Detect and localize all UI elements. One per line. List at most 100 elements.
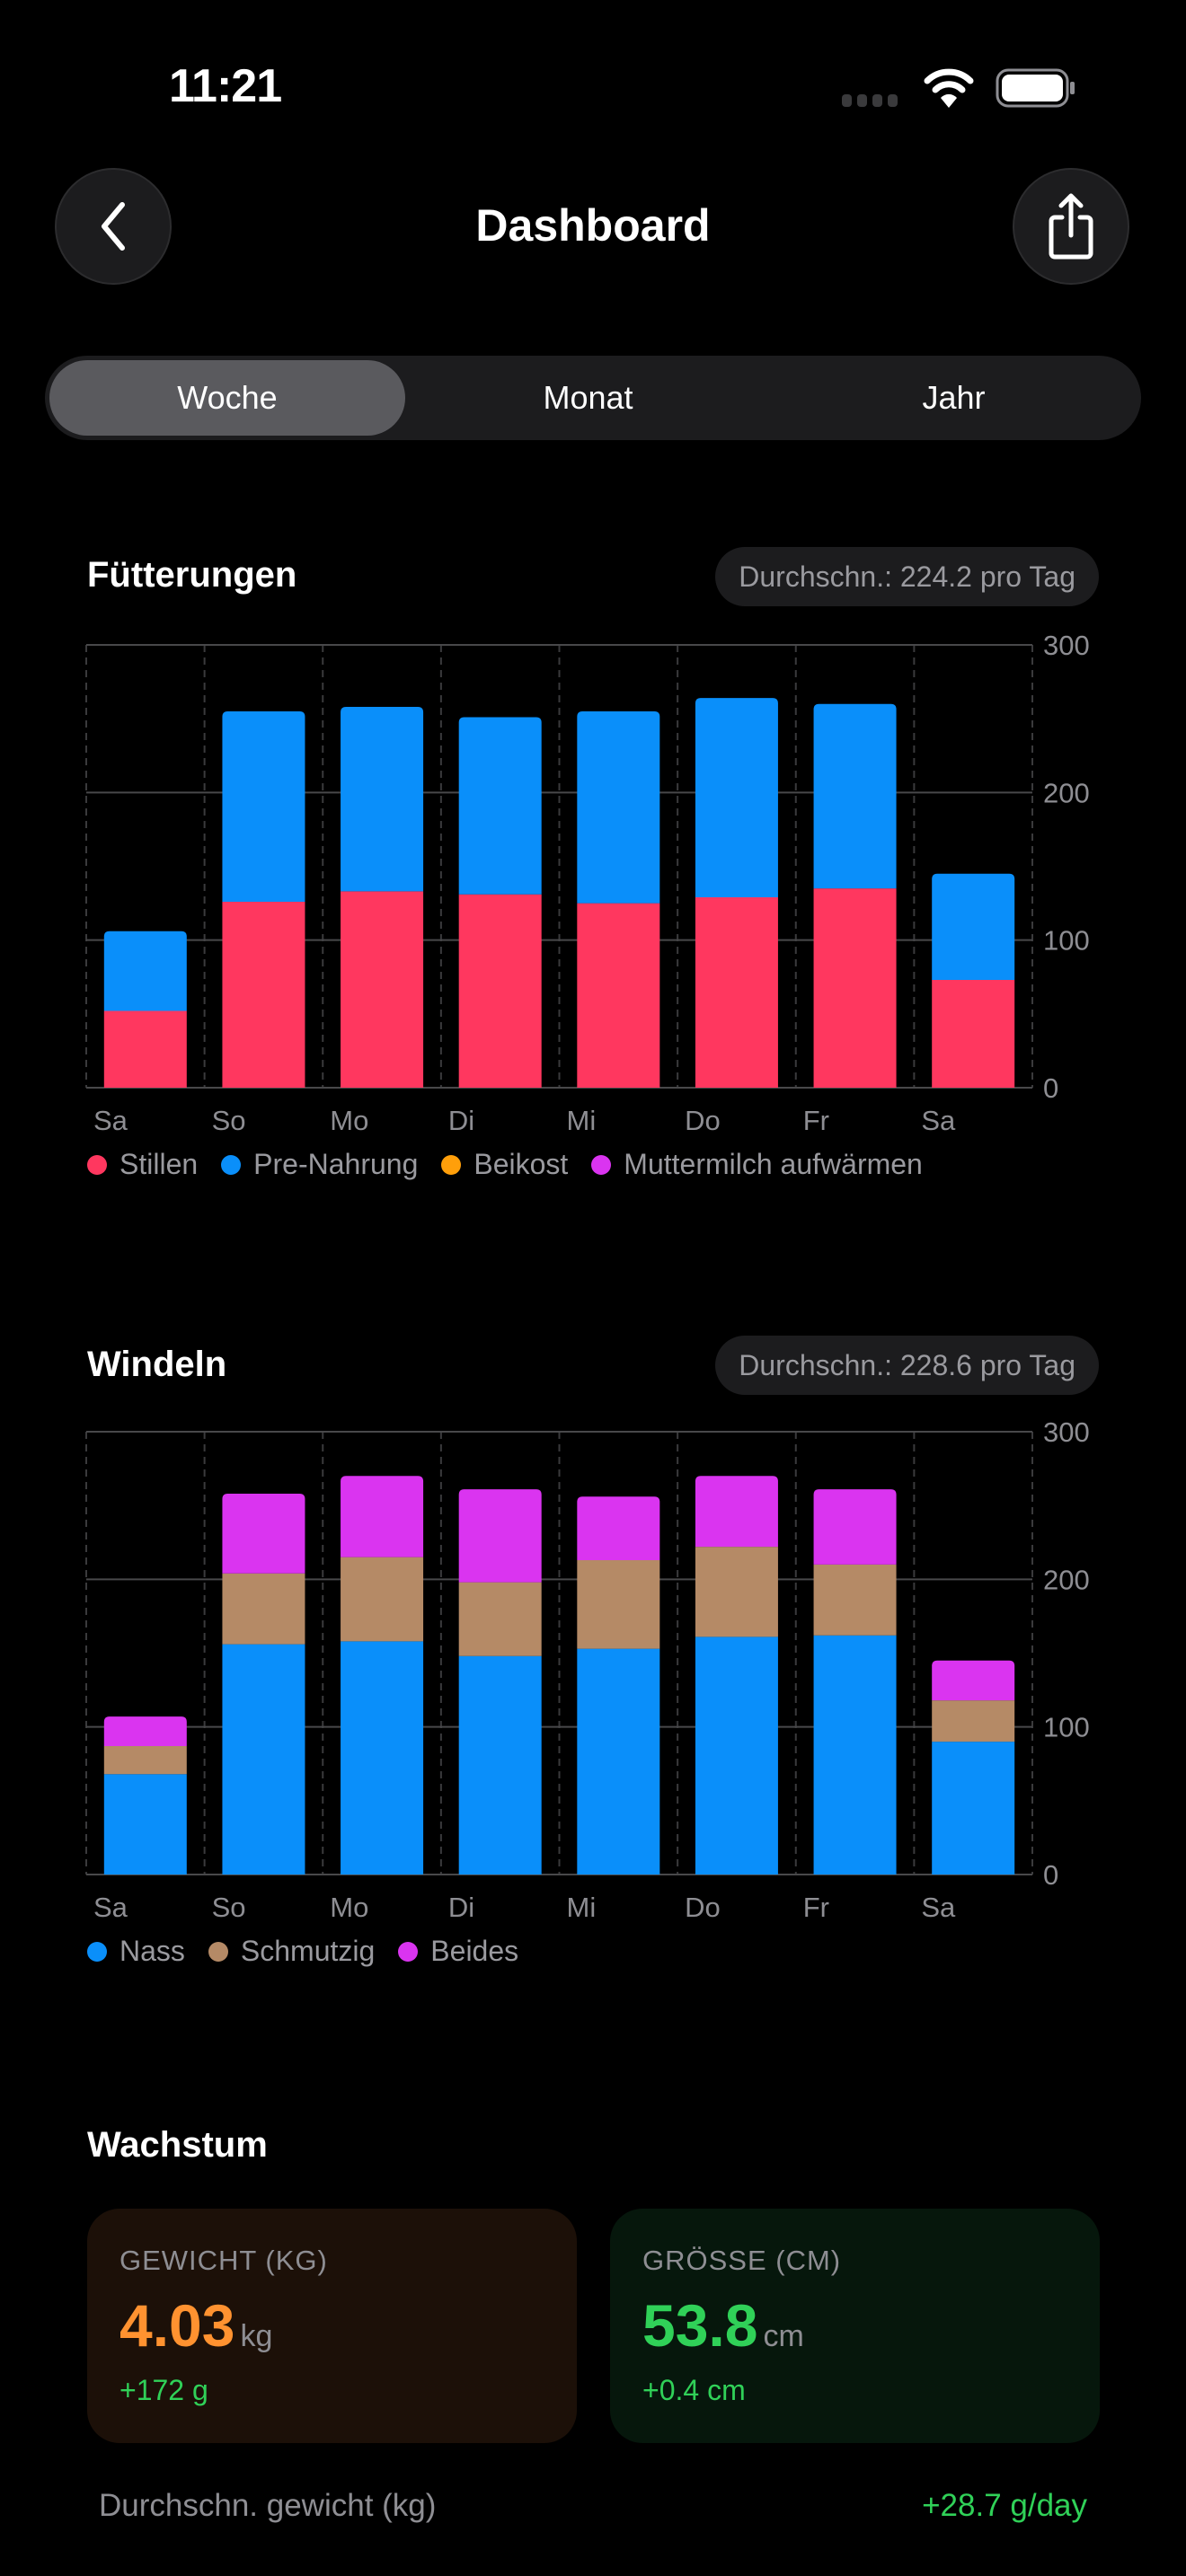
bar-segment-nass[interactable] [458, 1655, 542, 1875]
bar-segment-pre-nahrung[interactable] [222, 710, 305, 902]
weight-label: GEWICHT (KG) [119, 2245, 328, 2276]
legend-dot [87, 1941, 107, 1962]
legend-label: Beikost [474, 1148, 569, 1180]
bar-segment-pre-nahrung[interactable] [813, 703, 897, 889]
status-time: 11:21 [169, 60, 282, 112]
x-tick-label: Di [448, 1105, 474, 1136]
bar-segment-beides[interactable] [341, 1476, 424, 1557]
bar-segment-schmutzig[interactable] [695, 1547, 778, 1637]
height-card[interactable]: GRÖSSE (CM) 53.8 cm +0.4 cm [610, 2209, 1100, 2443]
height-value-line: 53.8 cm [642, 2291, 804, 2360]
x-tick-label: Sa [93, 1105, 128, 1136]
diapers-chart: 0 100 200 300 Sa So Mo Di Mi Do Fr Sa [85, 1416, 1090, 1923]
bar-segment-nass[interactable] [932, 1742, 1015, 1875]
x-tick-label: Mo [330, 1892, 368, 1923]
bar-segment-beides[interactable] [695, 1476, 778, 1548]
y-tick-label: 200 [1043, 1564, 1090, 1595]
x-tick-label: So [212, 1105, 246, 1136]
bar-segment-nass[interactable] [103, 1774, 187, 1875]
bar-segment-beides[interactable] [813, 1489, 897, 1565]
avg-weight-value: +28.7 g/day [922, 2488, 1087, 2523]
bar-segment-pre-nahrung[interactable] [341, 707, 424, 892]
bar-segment-schmutzig[interactable] [458, 1582, 542, 1656]
bar-segment-stillen[interactable] [222, 901, 305, 1088]
y-tick-label: 300 [1043, 630, 1090, 661]
weight-value: 4.03 [119, 2292, 235, 2359]
bar-segment-beides[interactable] [458, 1489, 542, 1583]
legend-dot [398, 1941, 419, 1962]
segment-jahr[interactable]: Jahr [922, 379, 986, 416]
legend-label: Muttermilch aufwärmen [624, 1148, 923, 1180]
height-unit: cm [763, 2319, 804, 2353]
legend-label: Nass [119, 1935, 185, 1967]
segment-monat[interactable]: Monat [543, 379, 633, 416]
bar-segment-stillen[interactable] [695, 897, 778, 1088]
share-icon [1049, 193, 1093, 260]
legend-label: Stillen [119, 1148, 199, 1180]
feeding-legend: Stillen Pre-Nahrung Beikost Muttermilch … [87, 1148, 923, 1181]
feeding-average-badge: Durchschn.: 224.2 pro Tag [715, 547, 1099, 606]
weight-unit: kg [240, 2319, 273, 2353]
legend-beides: Beides [398, 1935, 518, 1968]
bar-segment-pre-nahrung[interactable] [103, 931, 187, 1011]
legend-stillen: Stillen [87, 1148, 198, 1181]
bar-segment-nass[interactable] [813, 1635, 897, 1875]
back-button[interactable] [55, 168, 172, 285]
bar-segment-schmutzig[interactable] [222, 1573, 305, 1645]
bar-segment-pre-nahrung[interactable] [577, 710, 660, 904]
height-value: 53.8 [642, 2292, 758, 2359]
y-tick-label: 300 [1043, 1416, 1090, 1448]
legend-dot [221, 1154, 242, 1175]
wifi-icon [924, 68, 974, 108]
avg-weight-label: Durchschn. gewicht (kg) [99, 2488, 437, 2523]
bar-segment-nass[interactable] [695, 1636, 778, 1875]
bar-segment-stillen[interactable] [341, 891, 424, 1088]
height-label: GRÖSSE (CM) [642, 2245, 842, 2276]
bar-segment-beides[interactable] [103, 1716, 187, 1747]
y-tick-label: 100 [1043, 925, 1090, 957]
feeding-title: Fütterungen [87, 555, 297, 595]
bar-segment-schmutzig[interactable] [577, 1559, 660, 1649]
bar-segment-stillen[interactable] [577, 903, 660, 1088]
bar-segment-beides[interactable] [577, 1496, 660, 1560]
y-tick-label: 0 [1043, 1072, 1058, 1104]
legend-dot [87, 1154, 107, 1175]
bar-segment-beides[interactable] [222, 1494, 305, 1574]
bar-segment-nass[interactable] [341, 1641, 424, 1875]
chevron-left-icon [102, 202, 125, 251]
legend-label: Schmutzig [240, 1935, 376, 1967]
bar-segment-nass[interactable] [222, 1644, 305, 1875]
y-tick-label: 200 [1043, 777, 1090, 808]
bar-segment-schmutzig[interactable] [813, 1564, 897, 1636]
x-tick-label: Sa [921, 1892, 956, 1923]
legend-dot [441, 1154, 462, 1175]
x-tick-label: Mi [567, 1892, 597, 1923]
x-tick-label: Mo [330, 1105, 368, 1136]
bar-segment-nass[interactable] [577, 1648, 660, 1875]
bar-segment-schmutzig[interactable] [341, 1557, 424, 1642]
bar-segment-stillen[interactable] [103, 1010, 187, 1088]
legend-schmutzig: Schmutzig [208, 1935, 375, 1968]
bar-segment-schmutzig[interactable] [103, 1746, 187, 1775]
legend-beikost: Beikost [441, 1148, 568, 1181]
bar-segment-pre-nahrung[interactable] [932, 873, 1015, 981]
bar-segment-stillen[interactable] [458, 894, 542, 1088]
bar-segment-pre-nahrung[interactable] [695, 698, 778, 898]
bar-segment-stillen[interactable] [813, 888, 897, 1088]
x-tick-label: Do [685, 1105, 721, 1136]
legend-dot [591, 1154, 612, 1175]
share-button[interactable] [1013, 168, 1129, 285]
weight-delta: +172 g [119, 2374, 208, 2406]
bar-segment-beides[interactable] [932, 1660, 1015, 1701]
legend-dot [208, 1941, 228, 1962]
weight-card[interactable]: GEWICHT (KG) 4.03 kg +172 g [87, 2209, 577, 2443]
diapers-average-badge: Durchschn.: 228.6 pro Tag [715, 1336, 1099, 1395]
bar-segment-pre-nahrung[interactable] [458, 717, 542, 895]
cellular-signal-icon [842, 94, 898, 107]
y-tick-label: 0 [1043, 1859, 1058, 1891]
x-tick-label: Di [448, 1892, 474, 1923]
bar-segment-schmutzig[interactable] [932, 1700, 1015, 1742]
x-tick-label: So [212, 1892, 246, 1923]
segment-woche[interactable]: Woche [49, 360, 405, 436]
bar-segment-stillen[interactable] [932, 980, 1015, 1088]
